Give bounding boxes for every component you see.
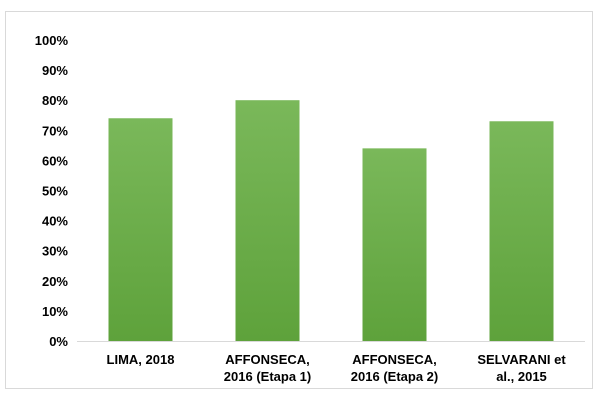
y-tick-label: 60% (42, 153, 68, 168)
bar (489, 121, 554, 342)
bars (108, 100, 554, 342)
y-tick-label: 90% (42, 63, 68, 78)
y-tick-label: 20% (42, 274, 68, 289)
bar (362, 148, 427, 341)
x-category-label: AFFONSECA, 2016 (Etapa 1) (224, 352, 311, 384)
y-tick-label: 30% (42, 244, 68, 259)
y-tick-label: 100% (35, 33, 69, 48)
y-tick-label: 70% (42, 123, 68, 138)
y-tick-label: 10% (42, 304, 68, 319)
x-category-label: SELVARANI et al., 2015 (477, 352, 566, 384)
x-category-label: LIMA, 2018 (107, 352, 175, 367)
y-tick-label: 40% (42, 214, 68, 229)
y-axis-labels: 0% 10% 20% 30% 40% 50% 60% 70% 80% 90% 100% (35, 33, 69, 349)
y-tick-label: 50% (42, 184, 68, 199)
bar (108, 118, 173, 341)
bar (235, 100, 300, 341)
y-tick-label: 0% (49, 334, 68, 349)
x-axis-labels: LIMA, 2018 AFFONSECA, 2016 (Etapa 1) AFFONS… (107, 352, 567, 384)
x-category-label: AFFONSECA, 2016 (Etapa 2) (351, 352, 438, 384)
y-tick-label: 80% (42, 93, 68, 108)
